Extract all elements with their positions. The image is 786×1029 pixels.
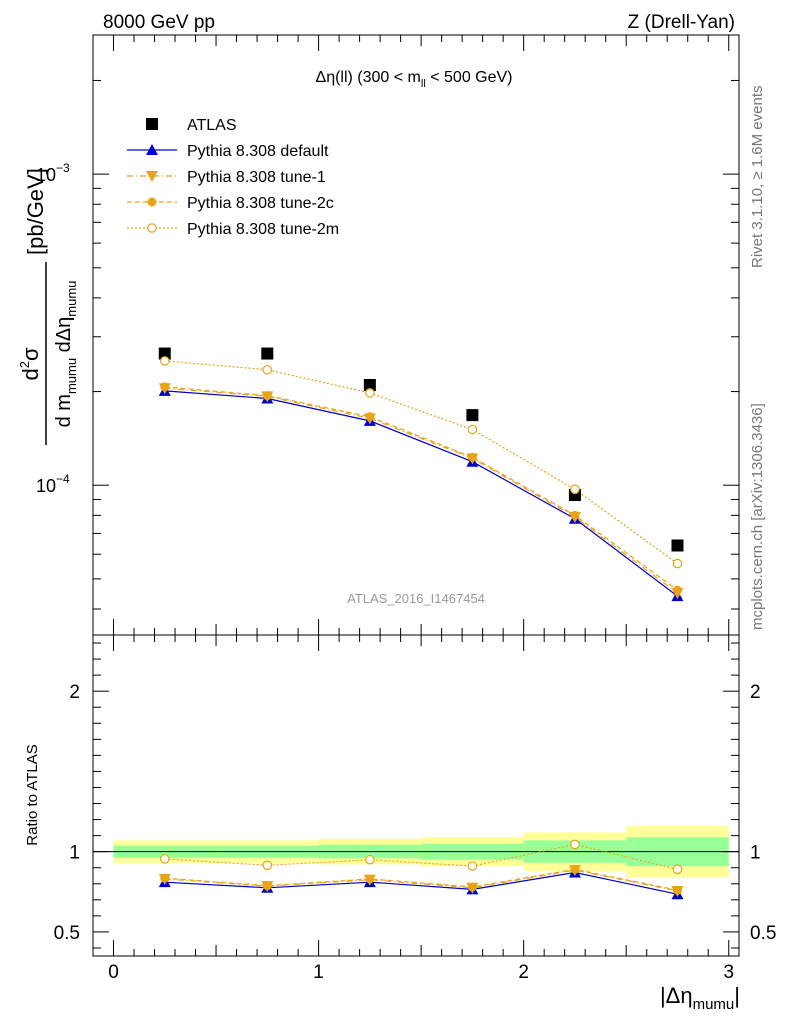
x-tick-label: 3 xyxy=(723,962,734,983)
legend-label: Pythia 8.308 default xyxy=(187,143,329,160)
legend-marker xyxy=(146,144,158,155)
legend-label: ATLAS xyxy=(187,117,237,134)
ratio-y-tick-label-right: 1 xyxy=(750,843,761,864)
ratio-data-point xyxy=(159,854,170,864)
legend-label: Pythia 8.308 tune-1 xyxy=(187,169,326,186)
ratio-series-line xyxy=(164,869,678,892)
data-point xyxy=(262,391,272,401)
ratio-tick-labels: 0.5 0.5 1 1 2 2 0 1 2 3 xyxy=(54,682,777,983)
ratio-panel: 0.5 0.5 1 1 2 2 0 1 2 3 Ratio to ATLAS |Δηmumu| xyxy=(24,634,777,1013)
data-point xyxy=(262,364,273,375)
ylabel-numerator: d2σ xyxy=(17,347,43,380)
ratio-series-line xyxy=(164,871,678,895)
ratio-data-point xyxy=(570,864,580,874)
ratio-uncertainty-bands xyxy=(93,825,739,878)
ratio-data-point xyxy=(570,839,580,850)
legend-marker xyxy=(146,118,158,130)
main-series-lines xyxy=(164,360,678,597)
series-line xyxy=(164,386,678,591)
data-point xyxy=(159,356,170,366)
data-point xyxy=(363,378,376,391)
ratio-y-tick-label: 1 xyxy=(69,843,80,864)
data-point xyxy=(467,424,478,435)
ratio-y-tick-label: 0.5 xyxy=(54,923,80,944)
data-point xyxy=(160,382,170,392)
ratio-series-line xyxy=(164,868,678,891)
ratio-y-tick-label-right: 2 xyxy=(750,682,761,703)
mcplots-label: mcplots.cern.ch [arXiv:1306.3436] xyxy=(749,403,766,630)
data-point xyxy=(158,347,171,360)
x-tick-label: 0 xyxy=(108,962,119,983)
legend-marker xyxy=(146,171,158,182)
main-y-axis-label: d2σ d mmumu dΔηmumu [pb/GeV] xyxy=(17,168,79,445)
title-sub: ll xyxy=(421,78,426,90)
ratio-data-point xyxy=(672,864,683,875)
ratio-data-point xyxy=(672,885,682,895)
ratio-axis-ticks xyxy=(93,635,739,956)
ratio-data-point xyxy=(467,882,477,892)
ratio-data-point xyxy=(262,860,273,871)
data-point xyxy=(570,510,580,520)
data-point xyxy=(466,409,479,422)
x-tick-label: 1 xyxy=(313,962,324,983)
y-tick-label: 10−3 xyxy=(36,161,70,185)
legend: ATLAS Pythia 8.308 default Pythia 8.308 tu… xyxy=(127,117,339,238)
ratio-y-tick-label: 2 xyxy=(69,682,80,703)
ratio-y-tick-label-right: 0.5 xyxy=(750,923,776,944)
ratio-data-point xyxy=(365,874,375,884)
series-line xyxy=(164,390,678,597)
header-left: 8000 GeV pp xyxy=(103,12,215,33)
ratio-data-point xyxy=(467,861,478,871)
ylabel-denominator: d mmumu dΔηmumu xyxy=(53,281,79,428)
data-point xyxy=(467,452,477,462)
main-plot-title: Δη(ll) (300 < mll < 500 GeV) xyxy=(316,69,513,90)
title-post: < 500 GeV) xyxy=(426,69,513,86)
legend-marker xyxy=(147,197,157,207)
main-data-points xyxy=(158,347,684,602)
ylabel-unit: [pb/GeV] xyxy=(23,168,48,255)
data-point xyxy=(365,412,375,422)
legend-label: Pythia 8.308 tune-2c xyxy=(187,195,334,212)
data-point xyxy=(672,558,683,569)
ratio-data-point xyxy=(262,881,272,891)
data-point xyxy=(570,484,580,495)
y-tick-label: 10−4 xyxy=(36,472,70,496)
ratio-data-point xyxy=(160,873,170,883)
x-axis-label: |Δηmumu| xyxy=(660,983,740,1013)
ratio-data-point xyxy=(365,854,375,865)
data-point xyxy=(365,388,375,398)
x-tick-label: 2 xyxy=(518,962,529,983)
main-panel: 10−3 10−4 Δη(ll) (300 < mll < 500 GeV) AT… xyxy=(17,34,740,636)
rivet-label: Rivet 3.1.10, ≥ 1.6M events xyxy=(749,86,766,269)
ratio-data-points xyxy=(158,839,684,900)
title-pre: Δη(ll) (300 < m xyxy=(316,69,421,86)
data-point xyxy=(672,585,682,595)
header-right: Z (Drell-Yan) xyxy=(628,12,735,33)
data-point xyxy=(261,347,274,360)
legend-marker xyxy=(147,223,157,233)
ratio-plot-frame xyxy=(92,634,740,957)
ratio-series-lines xyxy=(164,843,678,895)
series-line xyxy=(164,387,678,594)
watermark: ATLAS_2016_I1467454 xyxy=(347,591,485,606)
ratio-series-line xyxy=(164,843,678,870)
legend-label: Pythia 8.308 tune-2m xyxy=(187,221,339,238)
series-line xyxy=(164,360,678,565)
ratio-y-axis-label: Ratio to ATLAS xyxy=(24,744,41,845)
main-y-tick-labels: 10−3 10−4 xyxy=(36,161,70,496)
main-axis-ticks xyxy=(93,35,739,635)
data-point xyxy=(671,539,684,552)
